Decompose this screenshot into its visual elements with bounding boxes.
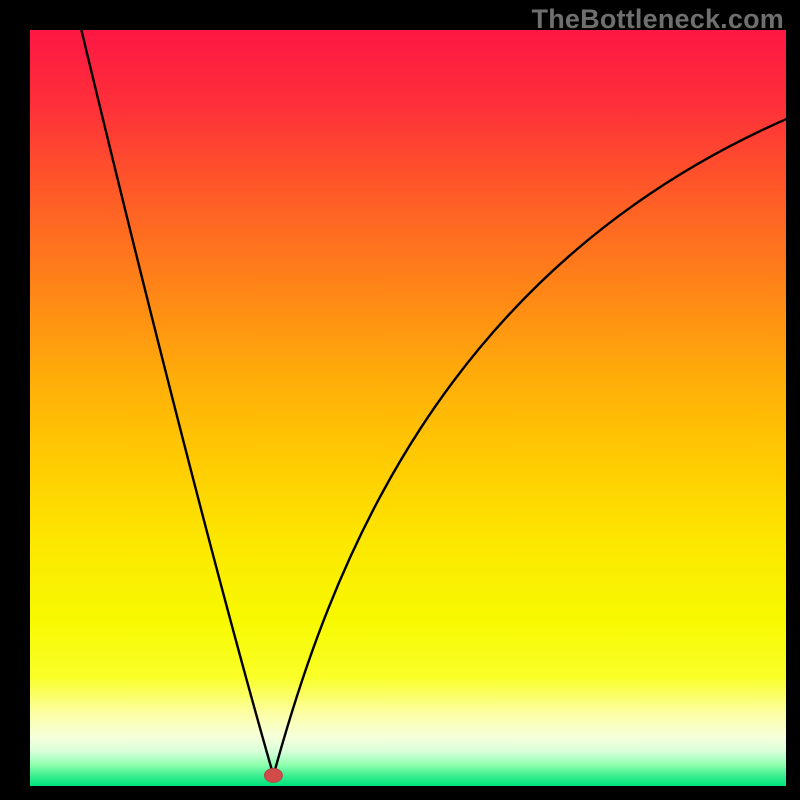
plot-area	[30, 30, 786, 786]
watermark-text: TheBottleneck.com	[532, 4, 784, 35]
bottleneck-curve	[30, 30, 786, 786]
optimum-marker	[264, 768, 282, 782]
curve-path	[81, 30, 786, 775]
